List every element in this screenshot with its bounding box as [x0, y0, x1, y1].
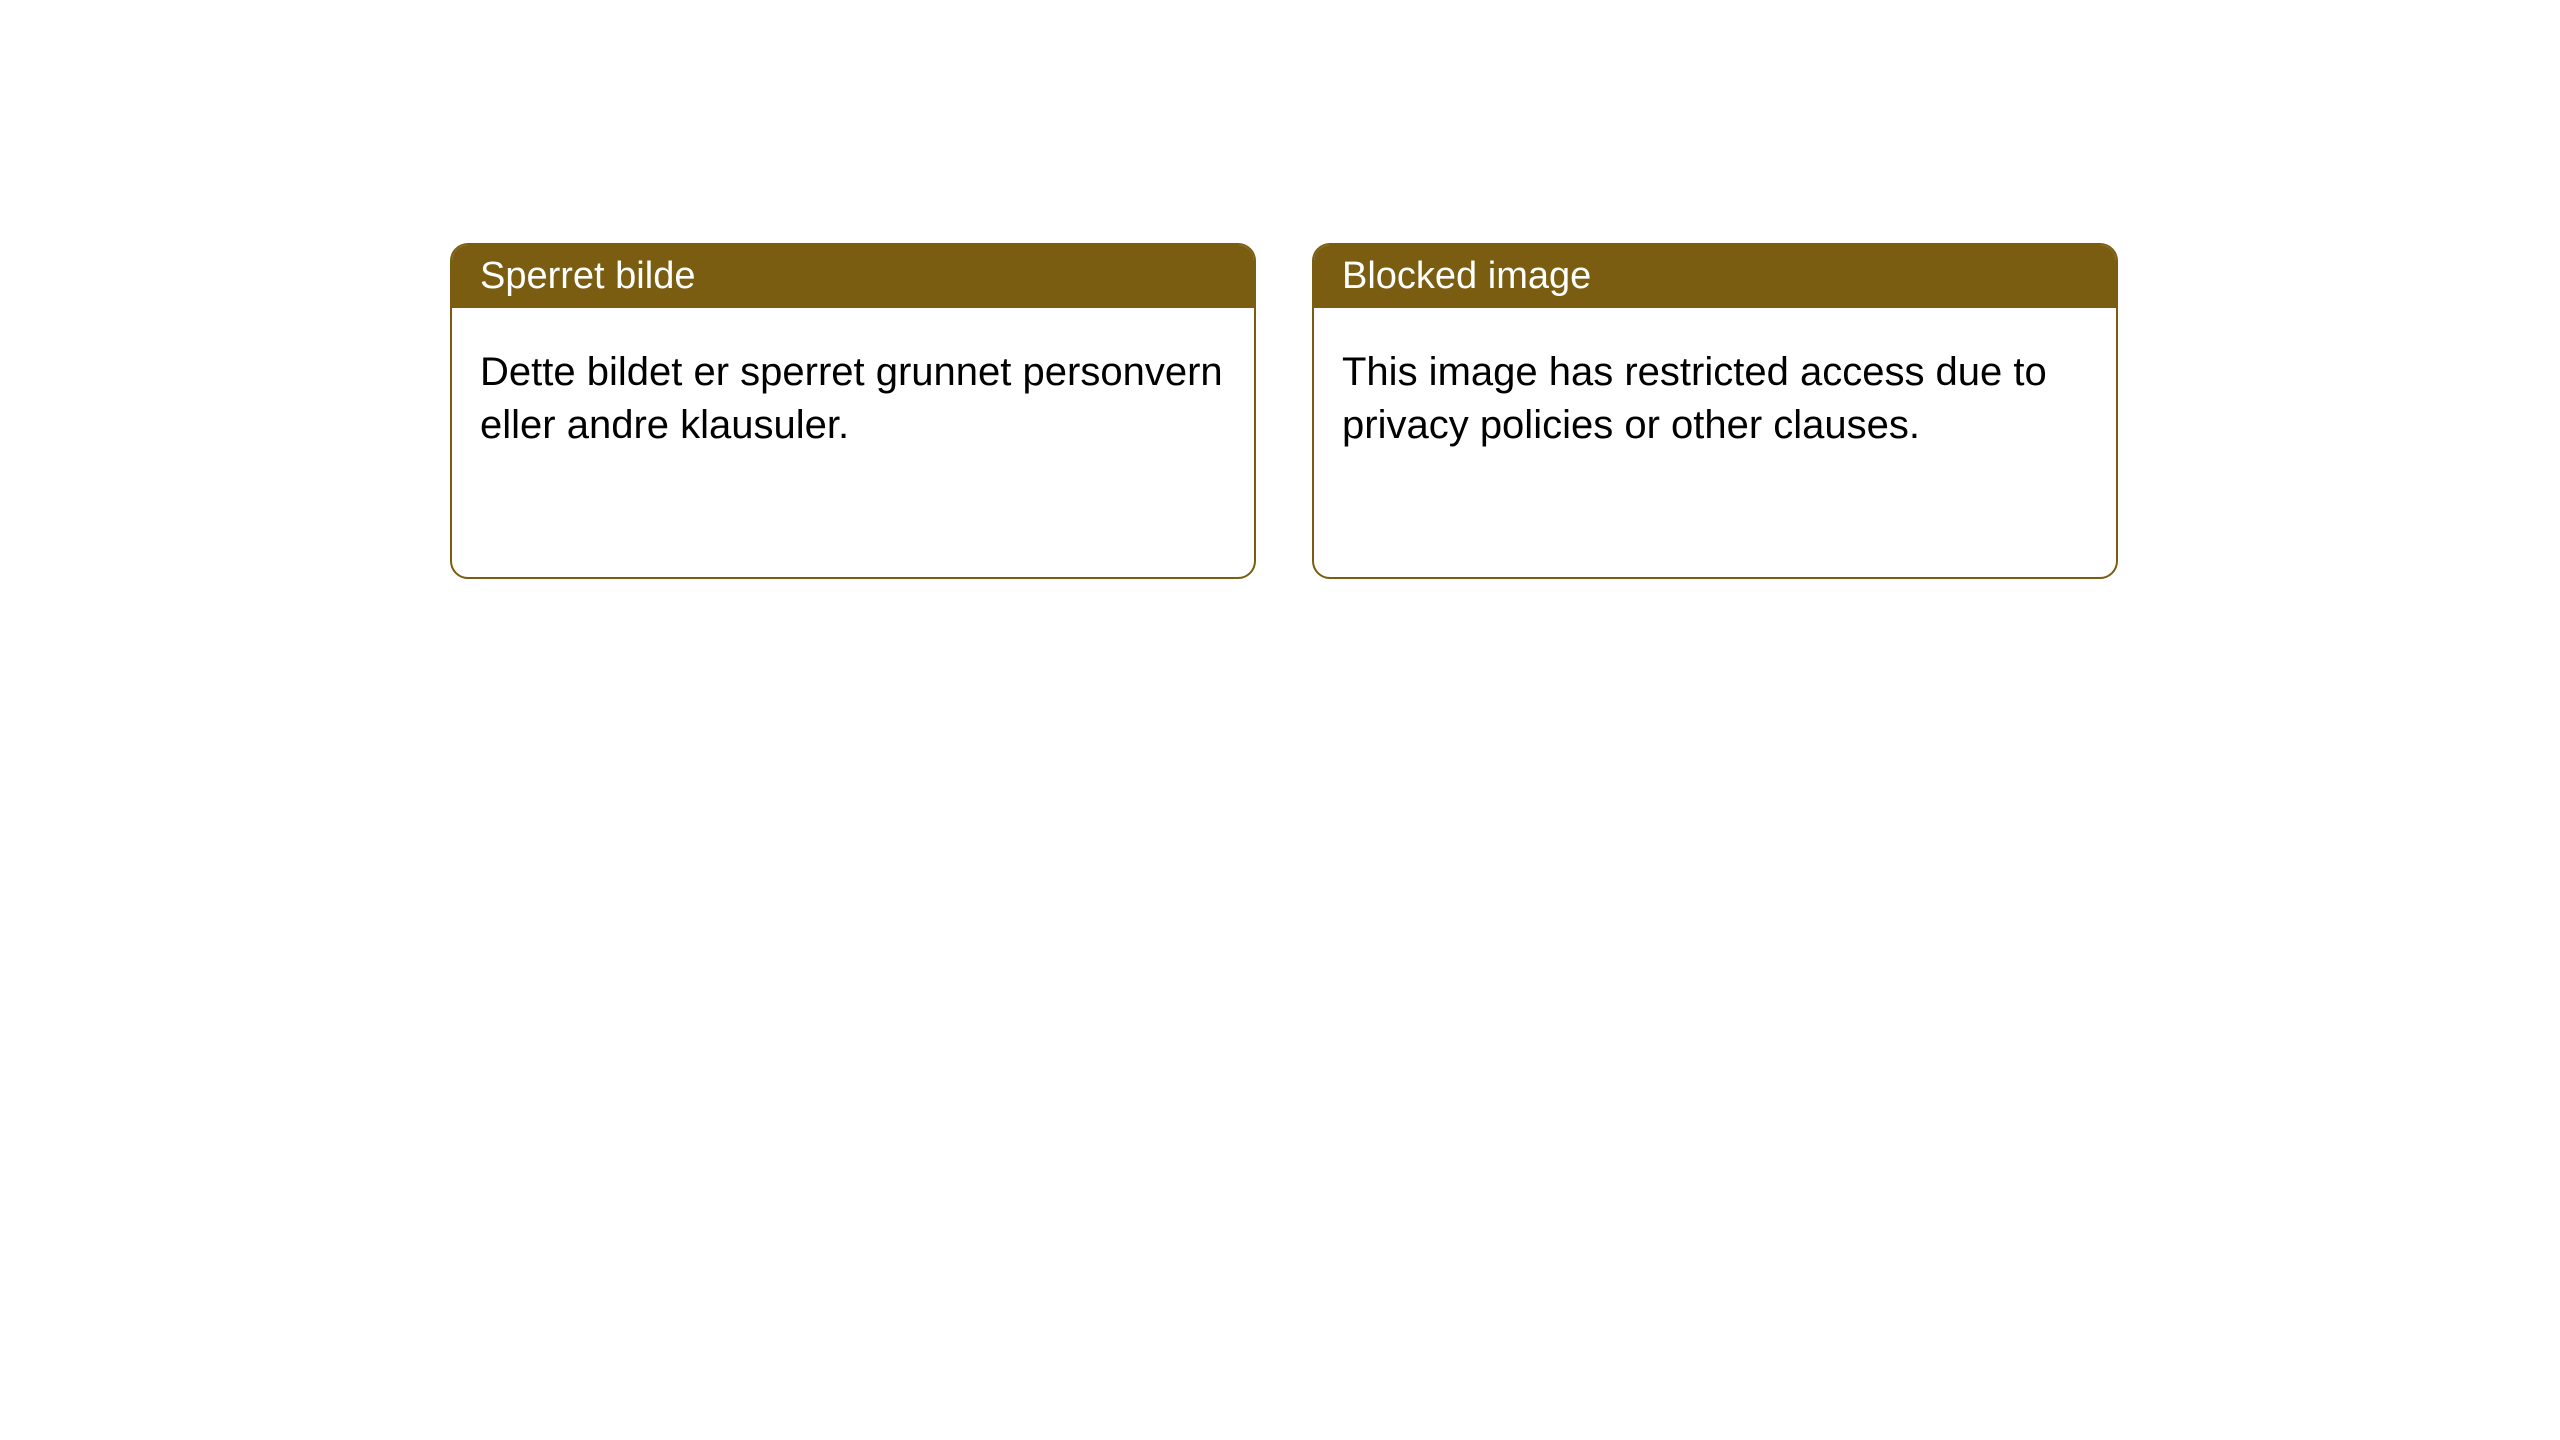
card-body: Dette bildet er sperret grunnet personve… — [452, 308, 1254, 490]
card-container: Sperret bilde Dette bildet er sperret gr… — [0, 0, 2560, 579]
blocked-image-card-no: Sperret bilde Dette bildet er sperret gr… — [450, 243, 1256, 579]
card-header: Sperret bilde — [452, 245, 1254, 308]
card-header: Blocked image — [1314, 245, 2116, 308]
blocked-image-card-en: Blocked image This image has restricted … — [1312, 243, 2118, 579]
card-body: This image has restricted access due to … — [1314, 308, 2116, 490]
